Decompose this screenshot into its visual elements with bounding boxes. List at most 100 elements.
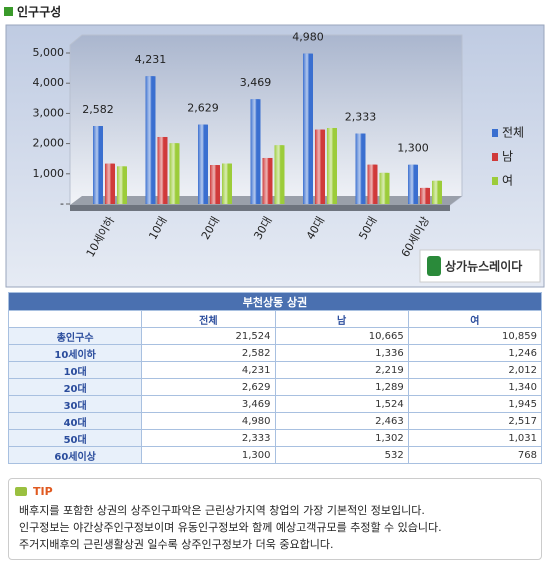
row-label: 60세이상 (7, 446, 143, 464)
value-cell: 3,469 (141, 395, 276, 413)
value-cell: 2,463 (274, 412, 409, 430)
value-cell: 2,517 (407, 412, 543, 430)
y-tick-label: 1,000 (33, 167, 65, 180)
table-row: 40대 4,980 2,463 2,517 (7, 412, 543, 430)
row-label: 30대 (7, 395, 143, 413)
bar (198, 124, 208, 204)
table-row: 30대 3,469 1,524 1,945 (7, 395, 543, 413)
bar (327, 127, 337, 204)
bar (420, 187, 430, 204)
value-cell: 4,231 (141, 361, 276, 379)
row-label: 20대 (7, 378, 143, 396)
value-cell: 4,980 (141, 412, 276, 430)
header-cell: 남 (274, 310, 409, 328)
header-cell: 전체 (141, 310, 276, 328)
bar (379, 172, 390, 204)
data-table: 부천상동 상권 전체 남 여 총인구수 21,524 10,665 10,859 10세이하 2,… (7, 292, 543, 464)
value-cell: 2,629 (141, 378, 276, 396)
value-label: 4,231 (135, 53, 167, 66)
y-tick-label: - (60, 197, 64, 210)
value-cell: 1,031 (407, 429, 543, 447)
value-cell: 1,246 (407, 344, 543, 362)
logo-icon (427, 256, 441, 276)
table-row: 60세이상 1,300 532 768 (7, 446, 543, 464)
logo-text: 상가뉴스레이다 (445, 259, 522, 274)
row-label: 40대 (7, 412, 143, 430)
value-label: 1,300 (397, 142, 429, 155)
table-row: 10대 4,231 2,219 2,012 (7, 361, 543, 379)
value-cell: 2,219 (274, 361, 409, 379)
value-cell: 1,289 (274, 378, 409, 396)
value-cell: 10,859 (407, 327, 543, 345)
row-label: 10세이하 (7, 344, 143, 362)
header-title: 인구구성 (17, 5, 62, 19)
chart: 상가뉴스레이다 - 1,000 2,000 3,000 4,000 5,000 2,582 1… (5, 24, 545, 288)
legend-label: 여 (502, 174, 513, 188)
tip-line: 배후지를 포함한 상권의 상주인구파악은 근린상가지역 창업의 가장 기본적인 … (19, 504, 425, 517)
table-header-row: 전체 남 여 (7, 310, 543, 328)
y-tick-label: 4,000 (33, 76, 65, 89)
legend-label: 전체 (502, 126, 524, 140)
value-label: 4,980 (292, 31, 324, 44)
value-label: 3,469 (240, 76, 272, 89)
value-cell: 2,012 (407, 361, 543, 379)
bar (303, 53, 313, 204)
table-title-row: 부천상동 상권 (8, 292, 542, 311)
row-label: 50대 (7, 429, 143, 447)
table-row: 50대 2,333 1,302 1,031 (7, 429, 543, 447)
table-title: 부천상동 상권 (8, 292, 542, 311)
bar (105, 163, 115, 204)
value-cell: 10,665 (274, 327, 409, 345)
table-row: 10세이하 2,582 1,336 1,246 (7, 344, 543, 362)
bar (117, 166, 127, 204)
value-label: 2,333 (345, 111, 377, 124)
tip-line: 주거지배후의 근린생활상권 일수록 상주인구정보가 더욱 중요합니다. (19, 538, 334, 551)
value-cell: 768 (407, 446, 543, 464)
header-icon (4, 7, 13, 16)
value-cell: 1,524 (274, 395, 409, 413)
tip-label: TIP (33, 485, 53, 498)
bar (355, 133, 366, 204)
legend-swatch (492, 153, 498, 161)
tip-icon (15, 487, 27, 496)
bar (367, 164, 378, 204)
bar (169, 143, 180, 204)
row-label: 총인구수 (7, 327, 143, 345)
value-label: 2,582 (82, 103, 114, 116)
bar (432, 180, 442, 204)
value-cell: 1,336 (274, 344, 409, 362)
section-header: 인구구성 (4, 3, 61, 20)
bar (315, 129, 325, 204)
row-label: 10대 (7, 361, 143, 379)
bar (210, 165, 220, 204)
legend-label: 남 (502, 150, 513, 164)
value-label: 2,629 (187, 102, 219, 115)
legend-swatch (492, 177, 498, 185)
value-cell: 1,300 (141, 446, 276, 464)
y-tick-label: 2,000 (33, 137, 65, 150)
bar (408, 164, 418, 204)
bar (262, 157, 273, 204)
header-cell (7, 310, 143, 328)
value-cell: 1,340 (407, 378, 543, 396)
header-cell: 여 (407, 310, 543, 328)
y-tick-label: 5,000 (33, 46, 65, 59)
value-cell: 2,582 (141, 344, 276, 362)
value-cell: 532 (274, 446, 409, 464)
legend-swatch (492, 129, 498, 137)
value-cell: 1,302 (274, 429, 409, 447)
bar (274, 145, 285, 204)
bar (145, 76, 156, 204)
bar (250, 99, 261, 204)
table-row: 20대 2,629 1,289 1,340 (7, 378, 543, 396)
value-cell: 2,333 (141, 429, 276, 447)
plot-floor-edge (70, 205, 450, 211)
y-tick-label: 3,000 (33, 106, 65, 119)
bar (222, 163, 232, 204)
value-cell: 21,524 (141, 327, 276, 345)
bar (157, 136, 168, 204)
tip-box: TIP 배후지를 포함한 상권의 상주인구파악은 근린상가지역 창업의 가장 기본… (8, 478, 542, 560)
table-row: 총인구수 21,524 10,665 10,859 (7, 327, 543, 345)
bar (93, 126, 103, 204)
